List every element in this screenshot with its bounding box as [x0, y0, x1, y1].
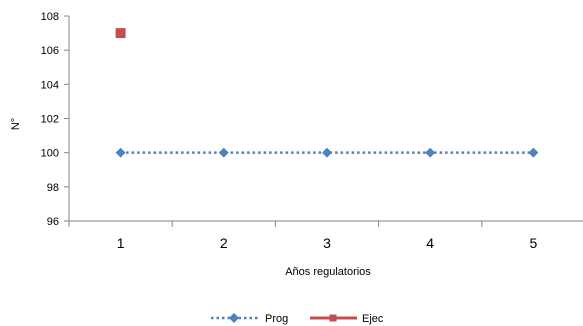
data-point — [115, 147, 126, 158]
data-point — [425, 147, 436, 158]
data-point — [322, 147, 332, 158]
x-tick-label: 1 — [117, 235, 125, 251]
y-tick-label: 108 — [41, 11, 59, 23]
legend-ejec-marker — [329, 314, 337, 322]
legend-prog-label: Prog — [265, 313, 288, 325]
legend-item-prog: Prog — [211, 313, 288, 325]
y-tick-label: 98 — [47, 182, 59, 194]
series-ejec — [115, 28, 126, 39]
y-tick-label: 106 — [41, 45, 59, 57]
legend-prog-marker — [229, 313, 239, 323]
x-tick-label: 3 — [323, 235, 331, 251]
y-axis-title: N° — [10, 118, 22, 130]
data-point — [528, 147, 539, 158]
x-tick-label: 4 — [426, 235, 434, 251]
y-tick-label: 96 — [47, 216, 59, 228]
y-tick-label: 100 — [41, 148, 59, 160]
legend: Prog Ejec — [211, 313, 384, 325]
data-point — [115, 28, 126, 39]
x-axis-title: Años regulatorios — [285, 266, 371, 278]
series-prog — [115, 147, 539, 158]
y-tick-label: 102 — [41, 114, 59, 126]
y-axis: 96 98 100 102 104 106 108 — [41, 11, 69, 228]
x-tick-label: 5 — [530, 235, 538, 251]
series-layer — [115, 28, 539, 158]
x-axis: 1 2 3 4 5 — [68, 221, 538, 251]
legend-item-ejec: Ejec — [310, 313, 384, 325]
data-point — [218, 147, 229, 158]
y-tick-label: 104 — [41, 79, 59, 91]
legend-ejec-label: Ejec — [362, 313, 384, 325]
x-tick-label: 2 — [220, 235, 228, 251]
